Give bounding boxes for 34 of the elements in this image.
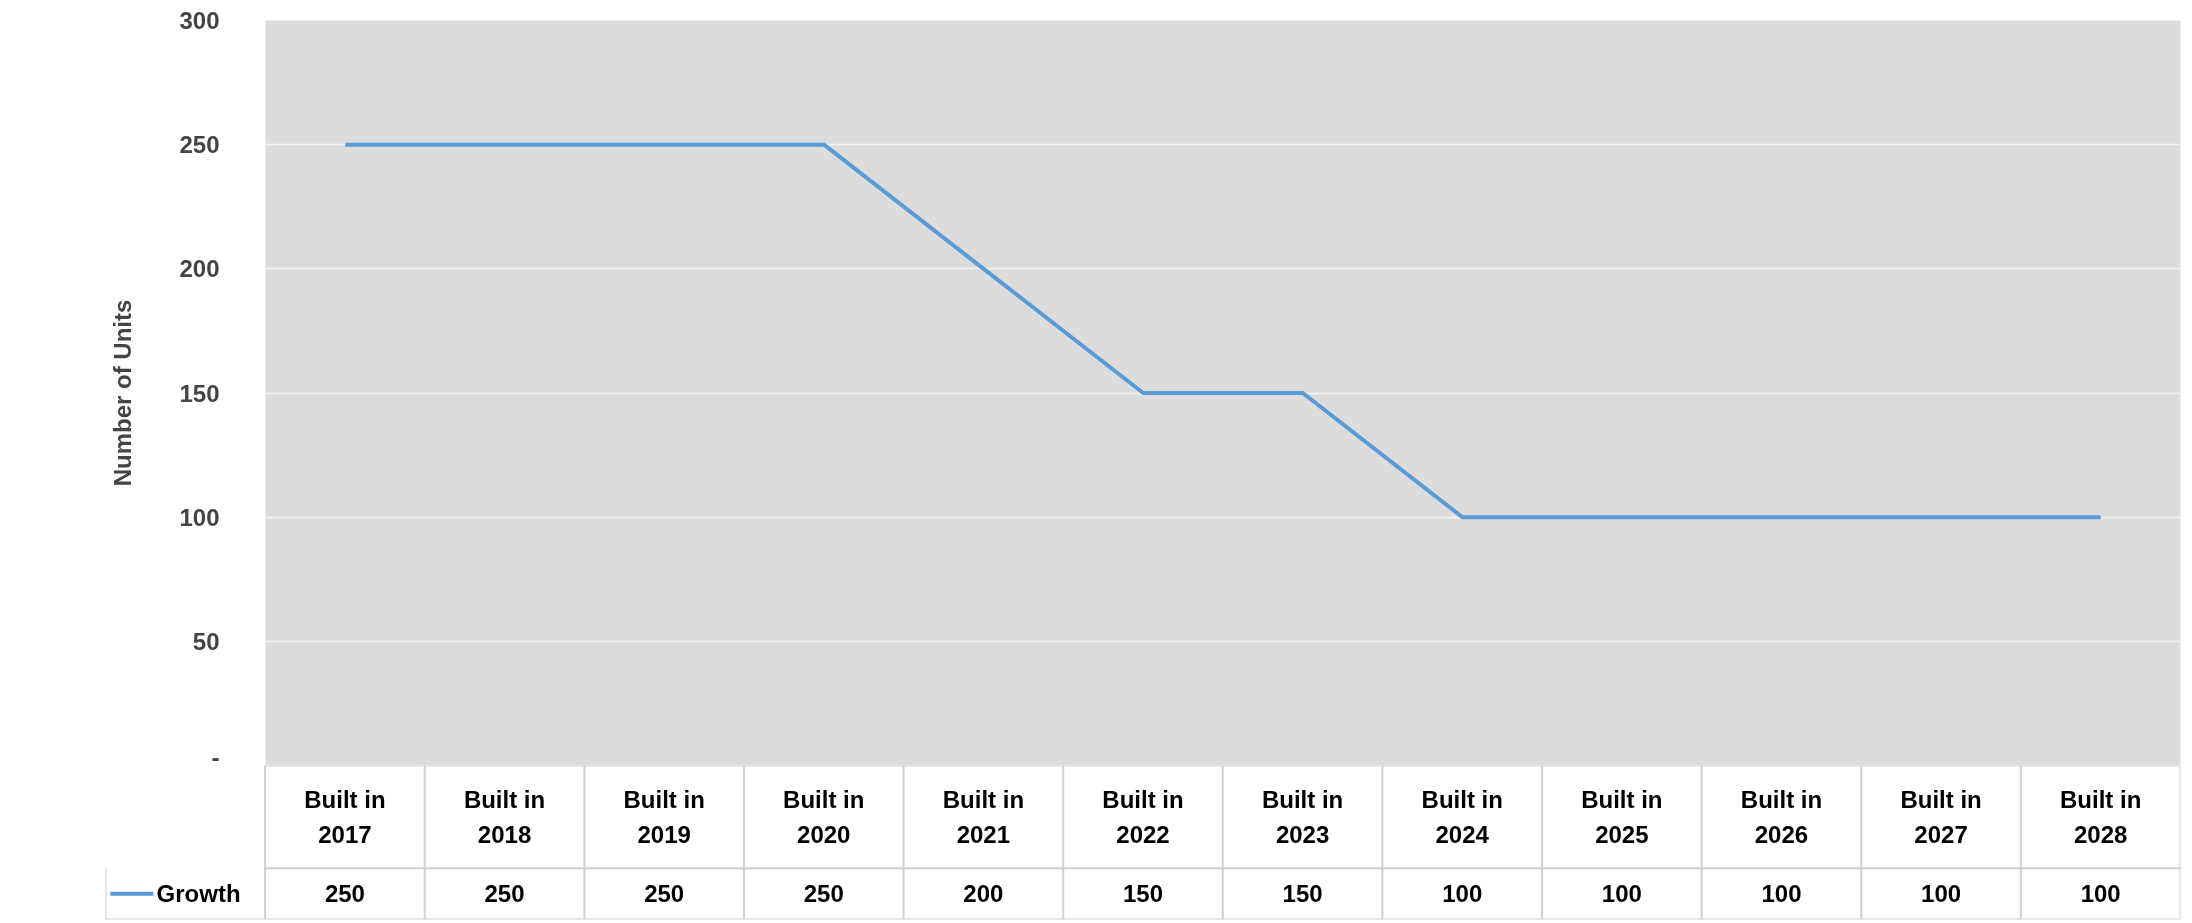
data-label: 250	[803, 880, 844, 908]
data-label: 250	[324, 880, 365, 908]
data-label: 100	[1761, 880, 1802, 908]
y-tick-label: -	[211, 743, 220, 771]
y-tick-label: 300	[179, 7, 220, 34]
x-tick-label: Built in 2025	[1581, 785, 1663, 848]
x-tick-label: Built in 2026	[1740, 785, 1823, 848]
data-label: 150	[1282, 880, 1323, 908]
x-tick-label: Built in 2019	[623, 785, 705, 848]
x-tick-label: Built in 2018	[463, 785, 546, 848]
data-label: 150	[1122, 880, 1164, 908]
x-tick-label: Built in 2027	[1900, 785, 1982, 848]
data-label: 100	[1601, 880, 1642, 908]
x-tick-label: Built in 2017	[304, 785, 386, 848]
x-tick-label: Built in 2021	[942, 785, 1025, 848]
y-tick-label: 150	[179, 379, 220, 407]
line-series	[343, 142, 2103, 520]
data-label: 250	[484, 880, 525, 908]
legend-label: Growth	[156, 880, 241, 908]
data-label: 100	[1921, 880, 1962, 908]
x-tick-label: Built in 2022	[1102, 785, 1184, 848]
data-label: 200	[963, 880, 1004, 908]
data-label: 100	[2080, 880, 2121, 908]
x-tick-label: Built in 2020	[783, 785, 865, 848]
y-tick-label: 50	[192, 627, 220, 655]
x-tick-label: Built in 2023	[1261, 785, 1344, 848]
x-tick-label: Built in 2028	[2060, 785, 2142, 848]
data-label: 250	[644, 880, 685, 908]
y-tick-label: 100	[179, 503, 220, 531]
data-label: 100	[1442, 880, 1483, 908]
y-tick-label: 250	[179, 131, 220, 159]
y-tick-label: 200	[179, 255, 220, 283]
x-tick-label: Built in 2024	[1421, 785, 1503, 848]
y-axis-title: Number of Units	[109, 299, 137, 487]
